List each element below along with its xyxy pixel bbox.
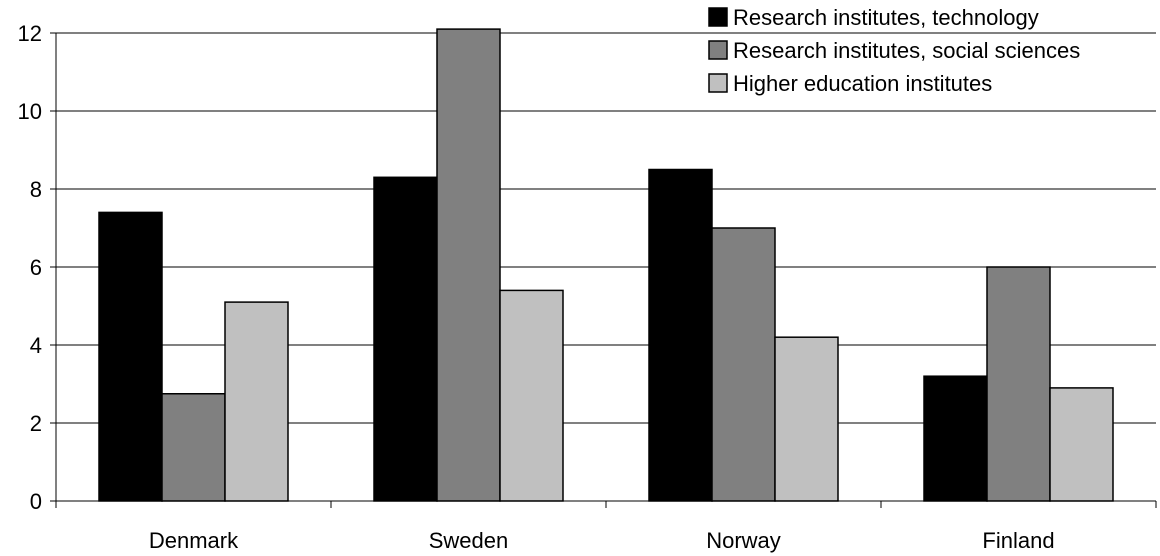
bar-finland-series-1: [923, 375, 988, 502]
y-axis-ticks: 0 2 4 6 8 10 12: [18, 21, 42, 514]
bar-finland-series-2: [986, 266, 1051, 502]
axes: [50, 32, 1157, 508]
legend-label: Higher education institutes: [733, 71, 992, 96]
bar-norway-series-2: [711, 227, 776, 502]
y-tick-label: 4: [30, 333, 42, 358]
bars: [98, 28, 1114, 502]
y-tick-label: 0: [30, 489, 42, 514]
bar-denmark-series-2: [161, 393, 226, 502]
x-category-label: Finland: [982, 528, 1054, 553]
legend-swatch: [708, 40, 728, 60]
bar-norway-series-3: [774, 336, 839, 502]
y-tick-label: 8: [30, 177, 42, 202]
y-tick-label: 2: [30, 411, 42, 436]
bar-norway-series-1: [648, 168, 713, 502]
legend-label: Research institutes, social sciences: [733, 38, 1080, 63]
legend: Research institutes, technology Research …: [708, 5, 1080, 96]
bar-denmark-series-3: [224, 301, 289, 502]
x-category-label: Denmark: [149, 528, 239, 553]
bar-denmark-series-1: [98, 211, 163, 502]
legend-label: Research institutes, technology: [733, 5, 1039, 30]
x-category-label: Sweden: [429, 528, 509, 553]
bar-sweden-series-3: [499, 289, 564, 502]
bar-sweden-series-1: [373, 176, 438, 502]
y-tick-label: 12: [18, 21, 42, 46]
y-tick-label: 6: [30, 255, 42, 280]
x-category-label: Norway: [706, 528, 781, 553]
bar-finland-series-3: [1049, 387, 1114, 502]
x-axis-categories: Denmark Sweden Norway Finland: [149, 528, 1055, 553]
y-tick-label: 10: [18, 99, 42, 124]
bar-sweden-series-2: [436, 28, 501, 502]
legend-swatch: [708, 7, 728, 27]
legend-swatch: [708, 73, 728, 93]
